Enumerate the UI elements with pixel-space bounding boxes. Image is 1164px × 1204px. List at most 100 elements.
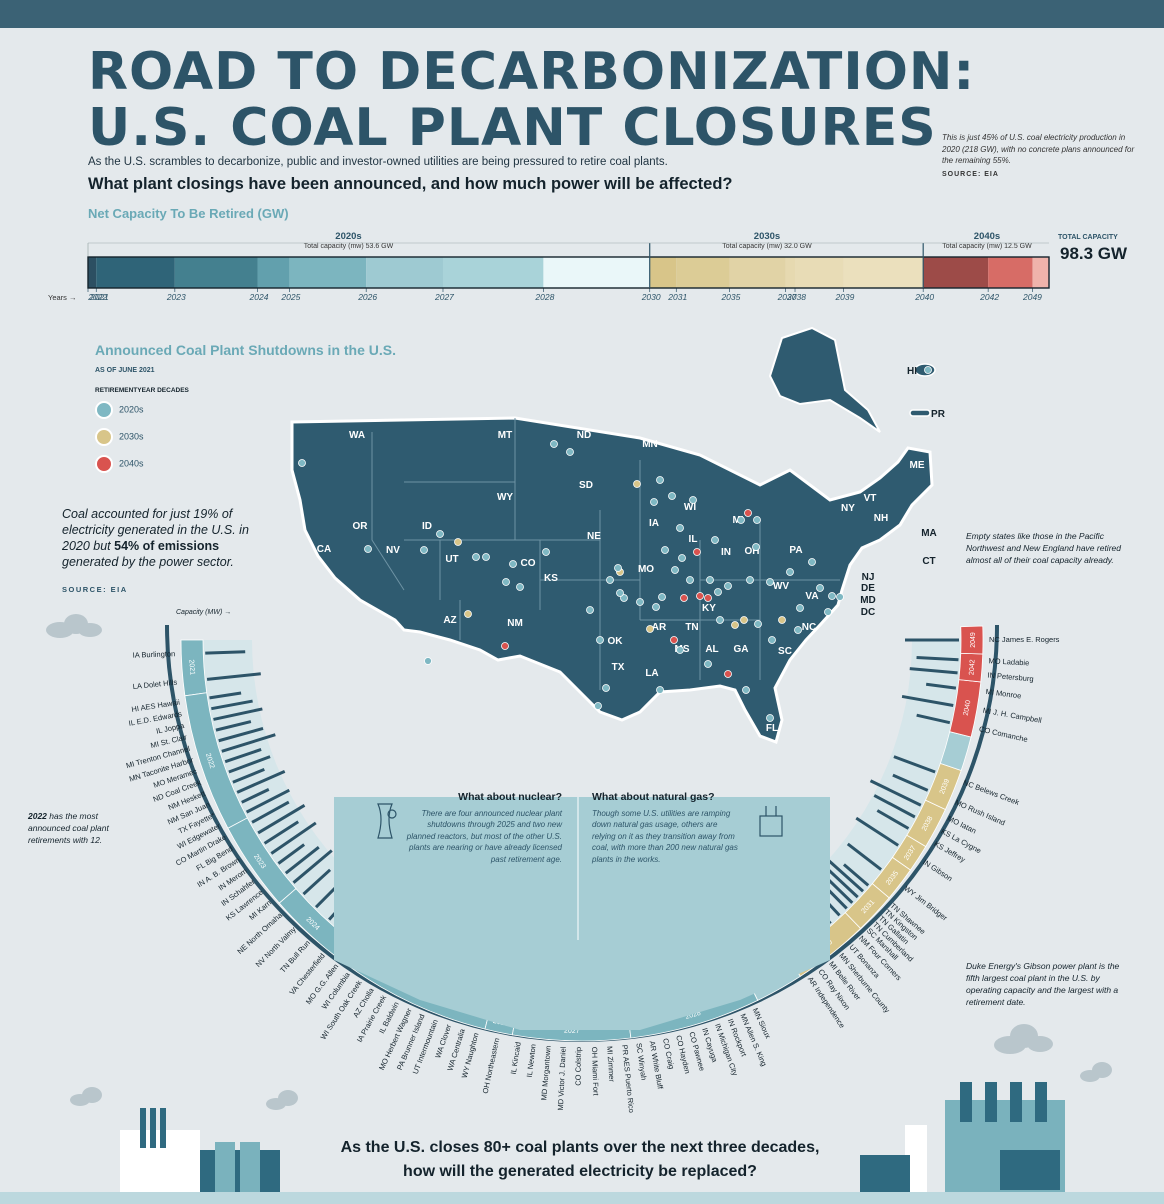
plant-marker xyxy=(472,553,480,561)
plant-marker xyxy=(620,594,628,602)
year-label-2042: 2042 xyxy=(980,292,1000,302)
plant-label: PR AES Puerto Rico xyxy=(620,1044,636,1113)
band-year-label: 2028 xyxy=(685,1010,702,1021)
map-as-of: AS OF JUNE 2021 xyxy=(95,367,155,374)
total-capacity-label: TOTAL CAPACITY xyxy=(1058,234,1118,241)
radial-bar xyxy=(925,682,957,690)
production-note-text: This is just 45% of U.S. coal electricit… xyxy=(942,133,1135,165)
plant-marker xyxy=(824,608,832,616)
bottom-question-line-1: As the U.S. closes 80+ coal plants over … xyxy=(340,1139,820,1156)
capacity-segment-2035 xyxy=(729,257,786,288)
capacity-segment-2037 xyxy=(785,257,796,288)
legend-label-2020s: 2020s xyxy=(119,404,144,415)
state-label-nj: NJ xyxy=(862,572,875,583)
plant-marker xyxy=(768,636,776,644)
nuclear-plant-icon xyxy=(377,803,397,839)
plant-marker xyxy=(704,660,712,668)
state-label-ky: KY xyxy=(702,603,716,614)
state-label-ia: IA xyxy=(649,518,659,529)
state-label-md: MD xyxy=(860,595,876,606)
coal-emissions-note: Coal accounted for just 19% of electrici… xyxy=(62,506,272,570)
radial-bar xyxy=(846,842,883,871)
radial-bar xyxy=(232,768,265,784)
plant-marker xyxy=(778,616,786,624)
plant-marker xyxy=(766,714,774,722)
capacity-segment-2031 xyxy=(676,257,730,288)
plant-marker xyxy=(502,578,510,586)
plant-marker xyxy=(616,589,624,597)
decade-heading-2020s: 2020s xyxy=(335,231,362,242)
radial-bar xyxy=(909,667,958,675)
radial-bar xyxy=(211,699,253,711)
center-panel xyxy=(334,797,830,1030)
plant-marker xyxy=(794,626,802,634)
cloud-icon xyxy=(46,614,1112,1110)
total-capacity-value: 98.3 GW xyxy=(1060,244,1128,263)
radial-bar xyxy=(215,720,252,732)
legend-label-2030s: 2030s xyxy=(119,431,144,442)
radial-bar xyxy=(206,672,261,681)
capacity-segment-2024 xyxy=(257,257,290,288)
state-label-nd: ND xyxy=(577,430,591,441)
band-year-label: 2022 xyxy=(204,752,216,769)
plant-markers xyxy=(298,366,932,722)
plant-marker xyxy=(744,509,752,517)
note-2022: 2022 has the most announced coal plant r… xyxy=(28,810,128,846)
state-label-nm: NM xyxy=(507,618,523,629)
capacity-axis-label-text: Capacity (MW) xyxy=(176,609,223,616)
plant-marker xyxy=(566,448,574,456)
state-label-ct: CT xyxy=(922,556,935,567)
plant-marker xyxy=(424,657,432,665)
coal-note-text-1: Coal accounted for just 19% of electrici… xyxy=(62,507,249,553)
state-label-or: OR xyxy=(353,521,369,532)
radial-bar xyxy=(901,694,954,707)
radial-bar xyxy=(873,794,916,819)
state-label-hi: HI xyxy=(907,366,917,377)
duke-gibson-note: Duke Energy's Gibson power plant is the … xyxy=(966,961,1120,1007)
radial-bar xyxy=(251,800,290,824)
radial-bar xyxy=(876,809,910,830)
plant-marker xyxy=(693,548,701,556)
plant-marker xyxy=(614,564,622,572)
radial-bar xyxy=(916,656,959,662)
legend-item-2030s: 2030s xyxy=(95,428,144,446)
plant-marker xyxy=(686,576,694,584)
capacity-segment-2025 xyxy=(289,257,367,288)
plant-label: SC Winyah xyxy=(634,1042,648,1080)
state-label-sd: SD xyxy=(579,480,593,491)
capacity-segment-2038 xyxy=(795,257,844,288)
year-label-2022: 2022 xyxy=(88,292,108,302)
plant-marker xyxy=(516,583,524,591)
plant-marker xyxy=(658,593,666,601)
plant-label: MI J. H. Campbell xyxy=(982,706,1043,725)
state-label-ma: MA xyxy=(921,528,937,539)
nuclear-text: There are four announced nuclear plant s… xyxy=(406,808,562,864)
year-label-2038: 2038 xyxy=(787,292,806,302)
plant-marker xyxy=(737,516,745,524)
plant-marker xyxy=(633,480,641,488)
radial-bar xyxy=(277,843,306,865)
coal-plant-left-icon xyxy=(120,1108,280,1200)
state-label-az: AZ xyxy=(443,615,456,626)
plant-marker xyxy=(836,593,844,601)
plant-marker xyxy=(454,538,462,546)
radial-bar xyxy=(228,755,271,774)
state-label-oh: OH xyxy=(745,546,760,557)
state-label-al: AL xyxy=(705,644,718,655)
year-label-2040: 2040 xyxy=(915,292,935,302)
plant-label: IN Petersburg xyxy=(987,670,1034,683)
state-label-tn: TN xyxy=(685,622,698,633)
capacity-segment-2039 xyxy=(843,257,924,288)
state-labels: WAMTNDMNORIDWYSDWIMICANVUTCONEIAILINOHPA… xyxy=(317,366,946,734)
capacity-segment-2030 xyxy=(649,257,677,288)
years-label: Years → xyxy=(48,293,77,302)
us-map xyxy=(290,326,936,744)
plant-label: OH Northeastern xyxy=(481,1037,502,1094)
gas-title: What about natural gas? xyxy=(592,791,715,803)
radial-bar xyxy=(257,804,306,835)
legend-item-2040s: 2040s xyxy=(95,455,144,473)
page-title: ROAD TO DECARBONIZATION: U.S. COAL PLANT… xyxy=(88,44,975,156)
band-year-label: 2027 xyxy=(564,1028,580,1035)
coal-note-text-2: generated by the power sector. xyxy=(62,555,234,569)
